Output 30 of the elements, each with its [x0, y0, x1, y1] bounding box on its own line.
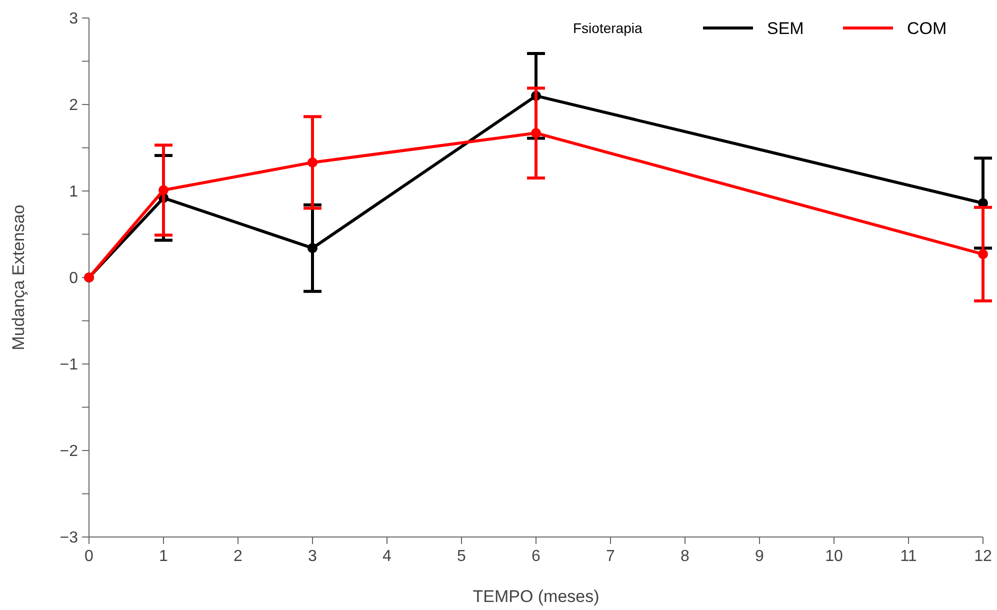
y-tick-label: 0	[69, 270, 78, 288]
x-tick-label: 0	[84, 548, 94, 565]
y-tick-label: 1	[69, 184, 78, 201]
y-tick-label: −2	[60, 443, 78, 460]
x-tick-label: 3	[308, 548, 318, 565]
y-tick-label: 2	[69, 97, 78, 114]
y-tick-label: −1	[60, 356, 78, 374]
x-tick-label: 5	[457, 548, 466, 565]
x-tick-label: 6	[532, 548, 541, 565]
x-tick-label: 12	[974, 548, 992, 565]
legend-title: Fsioterapia	[573, 20, 642, 36]
x-tick-label: 10	[825, 548, 843, 565]
y-tick-label: 3	[69, 10, 78, 28]
x-tick-label: 11	[900, 548, 917, 565]
x-tick-label: 1	[159, 548, 168, 565]
x-tick-label: 2	[234, 548, 243, 565]
point	[308, 157, 318, 168]
x-tick-label: 7	[606, 548, 616, 565]
point	[978, 249, 988, 260]
x-tick-label: 8	[680, 548, 690, 565]
legend-label: COM	[907, 19, 947, 38]
legend-label: SEM	[767, 19, 804, 38]
y-axis-title: Mudança Extensao	[9, 204, 28, 350]
point	[158, 185, 168, 196]
point	[531, 128, 541, 138]
x-tick-label: 4	[382, 548, 392, 565]
x-axis-title: TEMPO (meses)	[472, 587, 600, 606]
x-tick-label: 9	[755, 548, 764, 565]
y-tick-label: −3	[60, 530, 78, 547]
point	[308, 243, 318, 254]
